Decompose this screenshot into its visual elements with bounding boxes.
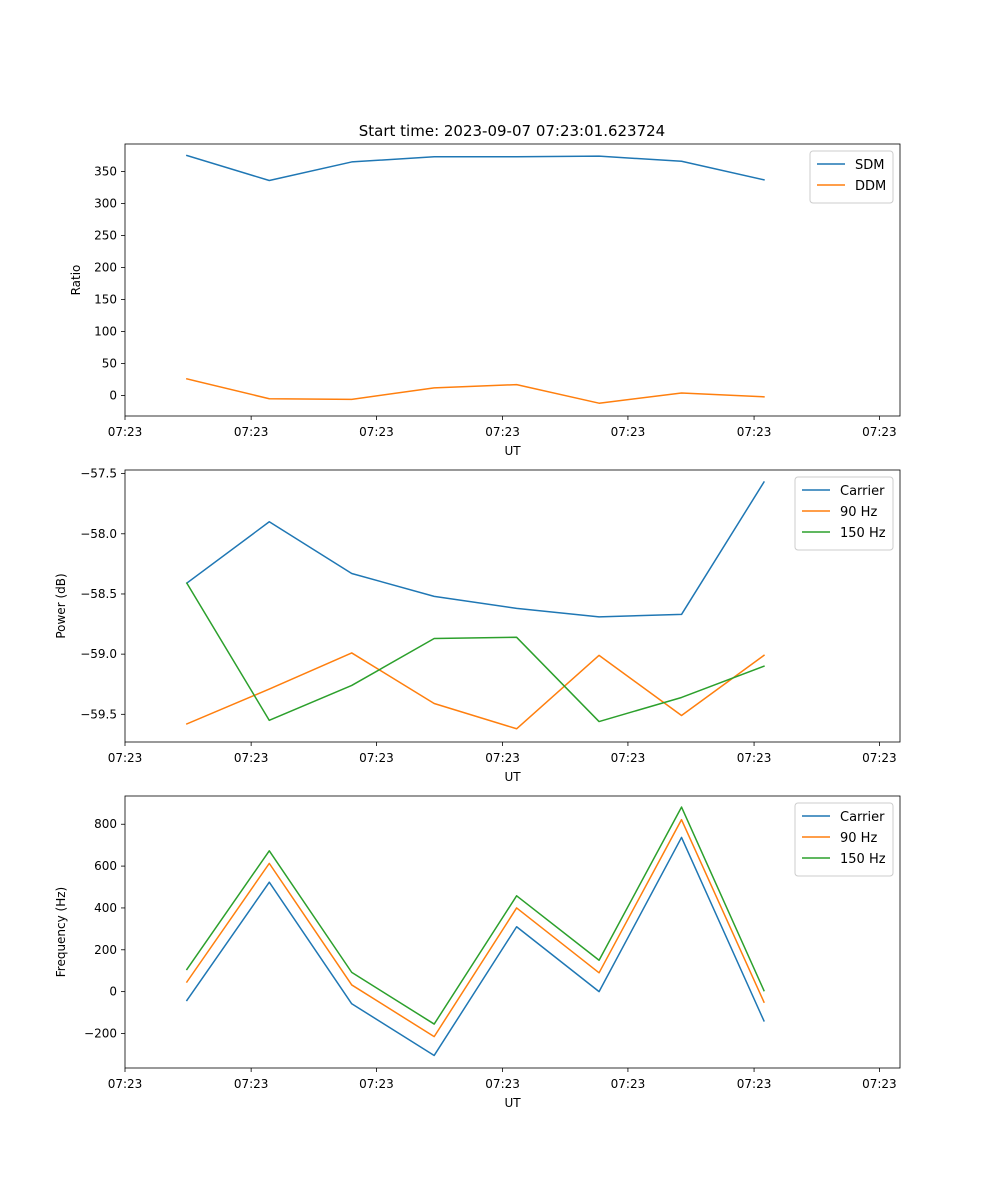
- series-line-sdm: [185, 154, 765, 182]
- x-tick-label: 07:23: [234, 751, 269, 765]
- chart-title: Start time: 2023-09-07 07:23:01.623724: [359, 122, 665, 140]
- y-tick-label: 400: [94, 901, 117, 915]
- series-line-carrier: [185, 836, 765, 1057]
- legend-label: DDM: [855, 179, 886, 194]
- x-tick-label: 07:23: [108, 751, 143, 765]
- x-tick-label: 07:23: [485, 1077, 520, 1091]
- axes-frame: [124, 143, 901, 417]
- series-line-150-hz: [185, 582, 765, 723]
- x-tick-label: 07:23: [862, 425, 897, 439]
- legend-label: 90 Hz: [840, 505, 877, 520]
- y-tick-label: 100: [94, 325, 117, 339]
- series-line-90-hz: [185, 818, 765, 1038]
- y-tick-label: 50: [102, 357, 117, 371]
- x-tick-label: 07:23: [108, 1077, 143, 1091]
- x-tick-label: 07:23: [485, 425, 520, 439]
- legend-label: 150 Hz: [840, 526, 886, 541]
- y-tick-label: 0: [109, 389, 117, 403]
- y-tick-label: −57.5: [80, 467, 117, 481]
- y-tick-label: 350: [94, 165, 117, 179]
- y-tick-label: 600: [94, 859, 117, 873]
- x-tick-label: 07:23: [862, 1077, 897, 1091]
- y-axis-label: Ratio: [69, 265, 83, 296]
- y-tick-label: 200: [94, 261, 117, 275]
- x-axis-label: UT: [504, 770, 521, 784]
- y-tick-label: 250: [94, 229, 117, 243]
- axes-frame: [124, 795, 901, 1069]
- x-tick-label: 07:23: [862, 751, 897, 765]
- x-tick-label: 07:23: [359, 1077, 394, 1091]
- x-tick-label: 07:23: [737, 425, 772, 439]
- series-line-carrier: [185, 481, 765, 618]
- series-line-90-hz: [185, 652, 766, 730]
- x-tick-label: 07:23: [234, 425, 269, 439]
- legend-label: Carrier: [840, 484, 885, 499]
- legend-label: 90 Hz: [840, 831, 877, 846]
- y-tick-label: −200: [84, 1026, 117, 1040]
- panels: 07:23 07:23 07:23 07:23 07:23 07:23 07:23 0 50 10…: [54, 143, 901, 1110]
- x-tick-label: 07:23: [359, 425, 394, 439]
- x-tick-label: 07:23: [234, 1077, 269, 1091]
- y-tick-label: −59.0: [80, 647, 117, 661]
- x-tick-label: 07:23: [359, 751, 394, 765]
- y-tick-label: 800: [94, 817, 117, 831]
- x-tick-label: 07:23: [611, 425, 646, 439]
- legend-label: 150 Hz: [840, 852, 886, 867]
- x-tick-label: 07:23: [611, 1077, 646, 1091]
- y-tick-label: 300: [94, 197, 117, 211]
- y-tick-label: 150: [94, 293, 117, 307]
- legend-label: Carrier: [840, 810, 885, 825]
- y-tick-label: −59.5: [80, 707, 117, 721]
- axes-frame: [124, 469, 901, 743]
- y-axis-label: Power (dB): [54, 573, 68, 638]
- y-tick-label: −58.5: [80, 587, 117, 601]
- x-tick-label: 07:23: [737, 751, 772, 765]
- y-axis-label: Frequency (Hz): [54, 887, 68, 978]
- y-tick-label: −58.0: [80, 527, 117, 541]
- x-tick-label: 07:23: [737, 1077, 772, 1091]
- panel-3: 07:23 07:23 07:23 07:23 07:23 07:23 07:23 −200 0…: [54, 795, 901, 1110]
- panel-1: 07:23 07:23 07:23 07:23 07:23 07:23 07:23 0 50 10…: [69, 143, 901, 458]
- x-axis-label: UT: [504, 1096, 521, 1110]
- x-tick-label: 07:23: [485, 751, 520, 765]
- x-axis-label: UT: [504, 444, 521, 458]
- legend-label: SDM: [855, 158, 884, 173]
- panel-2: 07:23 07:23 07:23 07:23 07:23 07:23 07:23 −59.5…: [54, 467, 901, 784]
- x-tick-label: 07:23: [611, 751, 646, 765]
- y-tick-label: 200: [94, 943, 117, 957]
- series-line-150-hz: [185, 806, 765, 1025]
- y-tick-label: 0: [109, 985, 117, 999]
- series-line-ddm: [185, 377, 765, 404]
- x-tick-label: 07:23: [108, 425, 143, 439]
